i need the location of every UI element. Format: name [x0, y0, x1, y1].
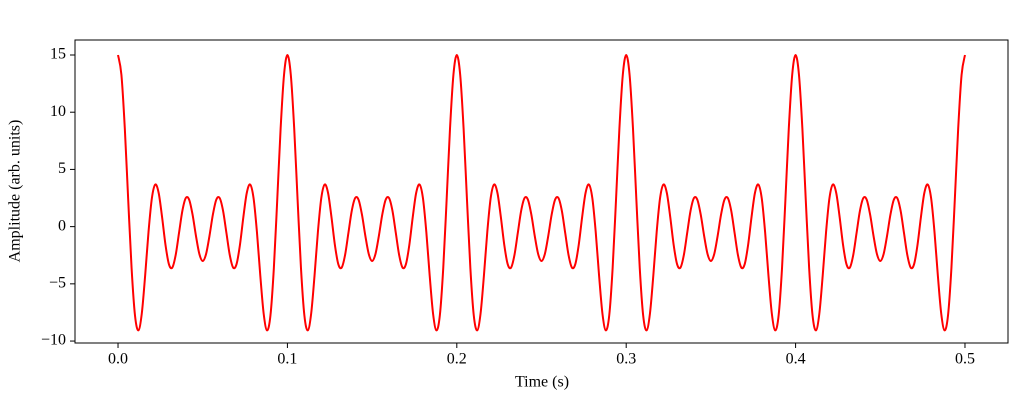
x-tick-label: 0.2	[447, 351, 467, 368]
y-tick-label: 10	[50, 103, 66, 120]
y-tick-label: 0	[58, 217, 66, 234]
y-tick-label: −5	[49, 275, 66, 292]
x-tick-label: 0.0	[108, 351, 128, 368]
y-tick-label: 5	[58, 160, 66, 177]
y-tick-label: −10	[41, 332, 66, 349]
x-tick-label: 0.4	[786, 351, 806, 368]
y-tick-label: 15	[50, 46, 66, 63]
x-tick-label: 0.1	[277, 351, 297, 368]
line-series	[117, 53, 966, 332]
plot-frame	[74, 39, 1009, 344]
x-tick-label: 0.5	[955, 351, 975, 368]
y-axis-label: Amplitude (arb. units)	[7, 120, 24, 263]
x-tick-label: 0.3	[616, 351, 636, 368]
x-axis-label: Time (s)	[515, 374, 569, 391]
